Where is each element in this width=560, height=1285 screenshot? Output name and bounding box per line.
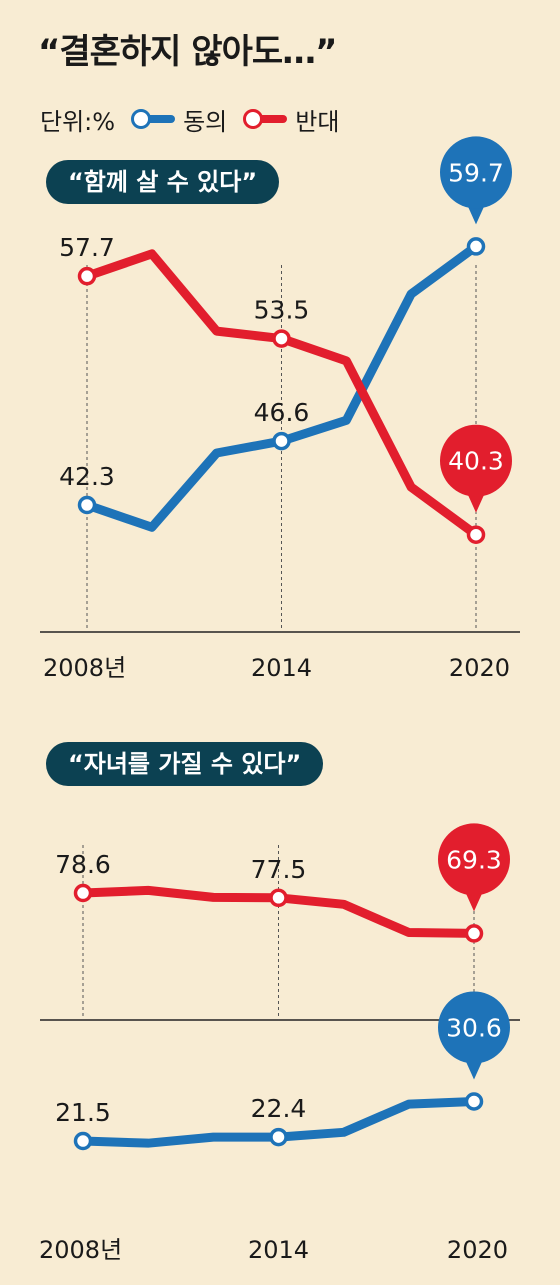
bubble-pointer — [467, 492, 485, 513]
legend-label-agree: 동의 — [183, 107, 228, 136]
value-bubble-oppose — [438, 823, 510, 896]
legend-item-oppose: 반대 — [243, 102, 340, 137]
data-point-oppose — [464, 924, 484, 943]
data-point-agree — [73, 1131, 93, 1151]
bubble-pointer — [467, 204, 485, 225]
legend-swatch-oppose — [243, 109, 288, 129]
data-label-oppose: 53.5 — [254, 296, 310, 325]
data-point-agree — [269, 1127, 288, 1147]
panel-title-cohabit: “함께 살 수 있다” — [46, 160, 280, 204]
data-point-agree — [272, 431, 291, 451]
data-point-agree — [464, 1092, 484, 1111]
data-point-agree — [466, 237, 486, 256]
x-tick-label: 2008년 — [39, 1236, 122, 1264]
data-point-oppose — [466, 525, 486, 544]
data-label-agree: 30.6 — [446, 1013, 502, 1042]
data-point-oppose — [77, 266, 97, 286]
chart-panel-1: 2008년 2014 2020 57.7 42.3 53.5 46.6 59.7 40.3 — [40, 136, 520, 682]
x-tick-label: 2020 — [449, 654, 510, 682]
data-label-oppose: 57.7 — [59, 233, 115, 262]
x-tick-label: 2014 — [248, 1236, 309, 1264]
panel-title-children: “자녀를 가질 수 있다” — [46, 742, 324, 786]
data-label-agree: 22.4 — [251, 1094, 307, 1123]
value-bubble-agree — [440, 136, 512, 209]
data-label-agree: 46.6 — [254, 398, 310, 427]
data-label-oppose: 78.6 — [55, 850, 111, 879]
bubble-pointer — [465, 1059, 483, 1080]
data-point-oppose — [272, 329, 291, 348]
value-bubble-oppose — [440, 424, 512, 497]
legend-item-agree: 동의 — [131, 102, 228, 137]
data-label-agree: 59.7 — [448, 158, 504, 187]
x-tick-label: 2008년 — [43, 654, 126, 682]
data-label-agree: 42.3 — [59, 462, 115, 491]
x-tick-label: 2020 — [447, 1236, 508, 1264]
bubble-pointer — [465, 891, 483, 912]
chart-main-title: “결혼하지 않아도…” — [38, 32, 337, 72]
data-point-oppose — [269, 888, 288, 908]
chart-panel-2: 2008년 2014 2020 78.6 77.5 69.3 21.5 22.4 30.6 — [39, 823, 520, 1264]
x-tick-label: 2014 — [251, 654, 312, 682]
data-point-oppose — [73, 883, 93, 903]
legend-label-oppose: 반대 — [295, 107, 340, 136]
data-label-agree: 21.5 — [55, 1098, 111, 1127]
data-label-oppose: 40.3 — [448, 447, 504, 476]
data-point-agree — [77, 495, 97, 515]
legend-unit: 단위:% — [40, 107, 116, 136]
legend: 단위:% 동의 반대 — [40, 102, 340, 137]
value-bubble-agree — [438, 991, 510, 1064]
data-label-oppose: 69.3 — [446, 845, 502, 874]
legend-swatch-agree — [131, 109, 176, 129]
data-label-oppose: 77.5 — [251, 855, 307, 884]
